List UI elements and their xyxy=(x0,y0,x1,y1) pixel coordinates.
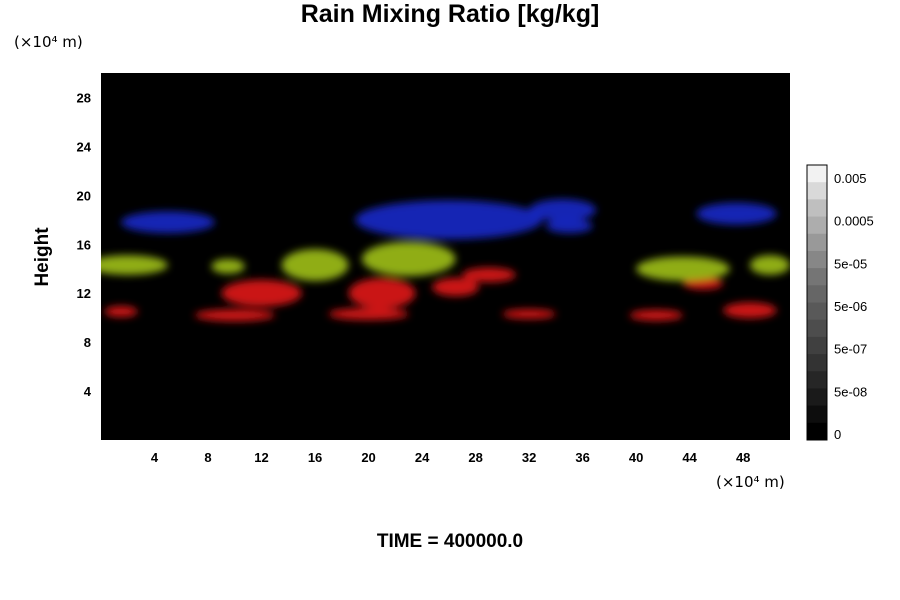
heatmap-patch-2-3 xyxy=(545,218,593,234)
colorbar-level xyxy=(807,250,827,269)
x-tick-label: 16 xyxy=(308,450,322,465)
heatmap-patch-1-3 xyxy=(361,241,456,277)
colorbar-level xyxy=(807,422,827,441)
chart-title: Rain Mixing Ratio [kg/kg] xyxy=(300,0,600,28)
y-tick-label: 12 xyxy=(77,286,91,301)
heatmap-patch-2-1 xyxy=(355,200,543,240)
colorbar-tick-label: 5e-06 xyxy=(834,299,867,314)
colorbar-tick-label: 5e-07 xyxy=(834,342,867,357)
colorbar-level xyxy=(807,388,827,407)
y-tick-label: 28 xyxy=(77,90,91,105)
colorbar-level xyxy=(807,302,827,321)
heatmap-patch-0-5 xyxy=(723,302,777,319)
x-tick-label: 36 xyxy=(575,450,589,465)
colorbar-tick-label: 5e-08 xyxy=(834,384,867,399)
heatmap-patch-1-0 xyxy=(101,255,168,275)
heatmap-patch-2-2 xyxy=(529,199,597,222)
colorbar-frame xyxy=(806,164,828,441)
x-tick-label: 28 xyxy=(468,450,482,465)
x-tick-label: 8 xyxy=(204,450,211,465)
y-axis-unit: (×10⁴ m) xyxy=(14,33,83,51)
heatmap-patch-0-0 xyxy=(104,306,138,318)
colorbar-level xyxy=(807,199,827,218)
heatmap-patch-0-4 xyxy=(629,309,683,321)
heatmap-patch-1-2 xyxy=(281,249,349,281)
colorbar-level xyxy=(807,216,827,235)
colorbar-level xyxy=(807,165,827,183)
time-label: TIME = 400000.0 xyxy=(376,531,524,552)
heatmap-patch-0-6 xyxy=(221,279,302,307)
colorbar-tick-label: 0.0005 xyxy=(834,214,874,229)
heatmap-patch-0-3 xyxy=(502,309,556,319)
colorbar xyxy=(806,164,828,441)
colorbar-level xyxy=(807,182,827,200)
heatmap-patch-1-1 xyxy=(211,258,245,274)
y-tick-label: 20 xyxy=(77,188,91,203)
colorbar-level xyxy=(807,405,827,424)
y-tick-label: 24 xyxy=(77,139,92,154)
x-tick-label: 40 xyxy=(629,450,643,465)
colorbar-level xyxy=(807,371,827,389)
colorbar-level xyxy=(807,319,827,338)
y-axis: 4 8 12 16 20 24 28 xyxy=(77,90,92,399)
x-axis: 4 8 12 16 20 24 28 32 36 40 44 48 xyxy=(151,450,751,465)
colorbar-labels: 0.005 0.0005 5e-05 5e-06 5e-07 5e-08 0 xyxy=(834,171,874,442)
x-tick-label: 44 xyxy=(682,450,697,465)
heatmap-patch-0-2 xyxy=(328,307,409,321)
colorbar-tick-label: 0.005 xyxy=(834,171,867,186)
x-tick-label: 32 xyxy=(522,450,536,465)
heatmap-patch-0-1 xyxy=(194,309,275,322)
heatmap-patch-0-7 xyxy=(348,277,416,309)
x-tick-label: 4 xyxy=(151,450,159,465)
heatmap-layer xyxy=(101,199,790,322)
colorbar-tick-label: 5e-05 xyxy=(834,256,867,271)
heatmap-patch-1-4 xyxy=(636,256,730,281)
colorbar-level xyxy=(807,285,827,303)
colorbar-level xyxy=(807,268,827,286)
colorbar-tick-label: 0 xyxy=(834,427,841,442)
x-tick-label: 20 xyxy=(361,450,375,465)
colorbar-level xyxy=(807,354,827,372)
heatmap-patch-0-10 xyxy=(462,267,516,283)
heatmap-patch-2-0 xyxy=(121,211,215,234)
x-tick-label: 12 xyxy=(254,450,268,465)
y-tick-label: 16 xyxy=(77,237,91,252)
x-tick-label: 24 xyxy=(415,450,430,465)
y-tick-label: 8 xyxy=(84,335,91,350)
heatmap-patch-0-8 xyxy=(432,277,479,297)
heatmap-patch-2-4 xyxy=(696,202,777,225)
x-tick-label: 48 xyxy=(736,450,750,465)
colorbar-level xyxy=(807,233,827,252)
y-tick-label: 4 xyxy=(84,384,92,399)
x-axis-unit: (×10⁴ m) xyxy=(716,473,785,491)
heatmap-patch-1-5 xyxy=(749,255,790,275)
colorbar-level xyxy=(807,336,827,355)
